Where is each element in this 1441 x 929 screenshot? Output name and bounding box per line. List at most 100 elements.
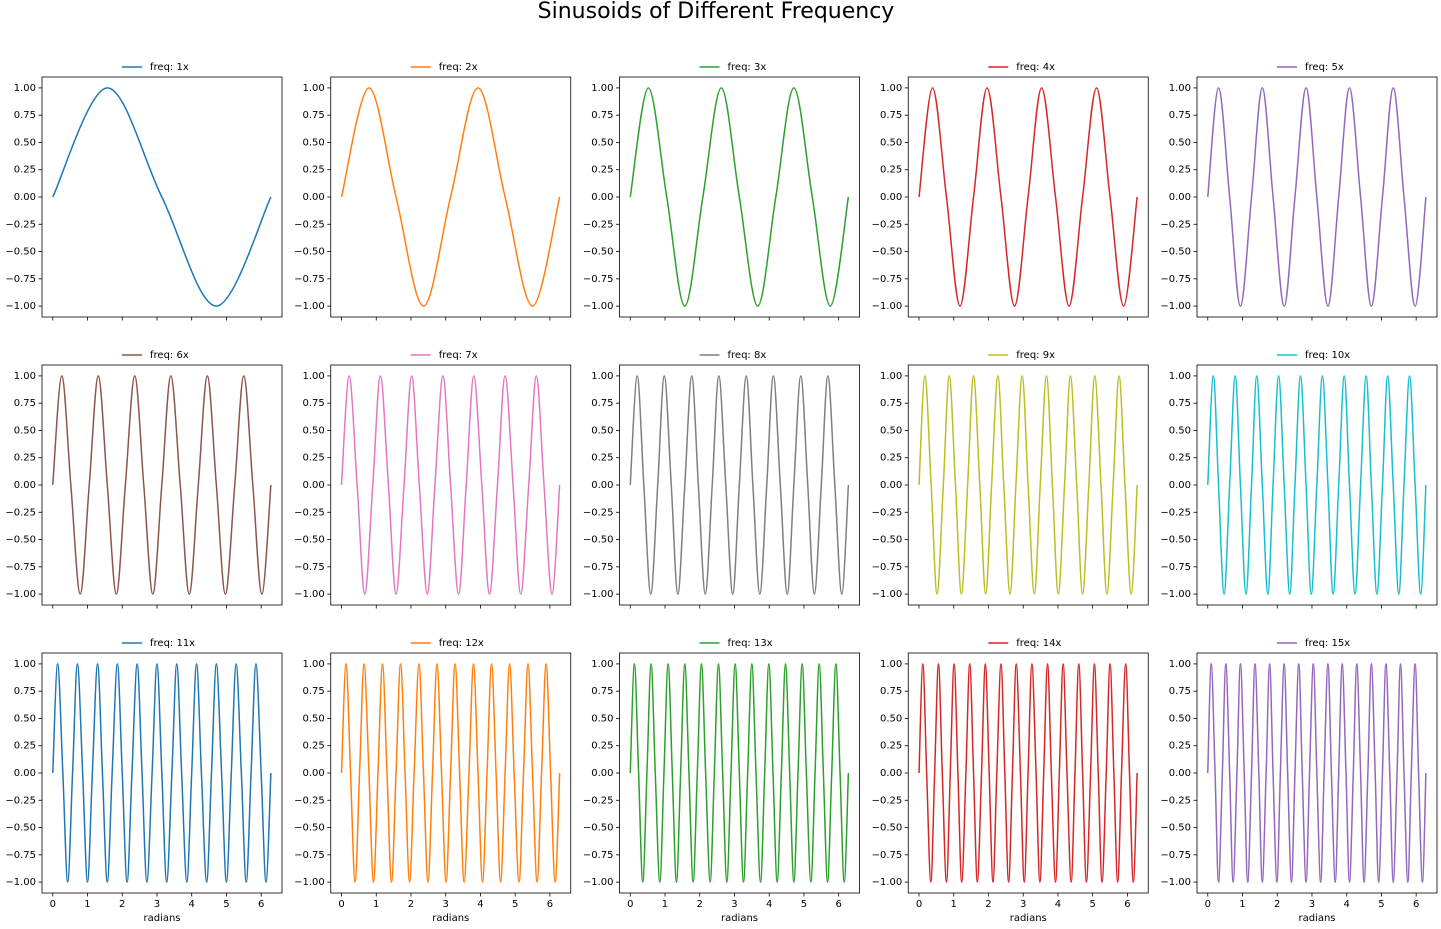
y-tick-label: −0.25 <box>5 507 36 518</box>
y-tick-label: −0.50 <box>872 535 903 546</box>
y-tick-label: −1.00 <box>294 589 325 600</box>
figure-title: Sinusoids of Different Frequency <box>538 0 895 24</box>
y-tick-label: −0.50 <box>5 823 36 834</box>
y-tick-label: 0.75 <box>14 686 36 697</box>
y-tick-label: 0.75 <box>14 398 36 409</box>
x-axis-label: radians <box>721 913 758 924</box>
legend-label: freq: 4x <box>1016 62 1055 73</box>
x-tick-label: 2 <box>1274 899 1280 910</box>
legend-label: freq: 3x <box>728 62 767 73</box>
line <box>918 663 1138 883</box>
y-tick-label: 0.00 <box>14 480 36 491</box>
y-tick-label: −0.50 <box>583 247 614 258</box>
y-tick-label: −1.00 <box>583 589 614 600</box>
y-tick-label: −0.75 <box>294 274 325 285</box>
x-tick-label: 1 <box>951 899 957 910</box>
x-tick-label: 2 <box>985 899 991 910</box>
y-tick-label: −0.75 <box>5 850 36 861</box>
y-tick-label: 0.25 <box>302 453 324 464</box>
x-tick-label: 6 <box>1124 899 1130 910</box>
y-tick-label: −0.50 <box>294 823 325 834</box>
y-tick-label: 0.00 <box>1169 768 1191 779</box>
legend-label: freq: 14x <box>1016 638 1061 649</box>
y-tick-label: −0.75 <box>583 562 614 573</box>
x-tick-label: 6 <box>258 899 264 910</box>
y-tick-label: 0.25 <box>1169 165 1191 176</box>
x-axis-label: radians <box>143 913 180 924</box>
y-tick-label: 1.00 <box>1169 83 1191 94</box>
legend-label: freq: 7x <box>439 350 478 361</box>
y-tick-label: −0.50 <box>5 247 36 258</box>
y-tick-label: 1.00 <box>880 659 902 670</box>
y-tick-label: −0.25 <box>583 507 614 518</box>
x-tick-label: 1 <box>1239 899 1245 910</box>
y-tick-label: 0.25 <box>591 165 613 176</box>
y-tick-label: 0.00 <box>1169 480 1191 491</box>
y-tick-label: 0.75 <box>1169 686 1191 697</box>
y-tick-label: −0.25 <box>1160 795 1191 806</box>
y-tick-label: 0.75 <box>591 686 613 697</box>
y-tick-label: −1.00 <box>872 877 903 888</box>
legend-label: freq: 10x <box>1305 350 1350 361</box>
y-tick-label: 0.50 <box>880 425 902 436</box>
y-tick-label: 0.50 <box>880 713 902 724</box>
x-tick-label: 5 <box>1378 899 1384 910</box>
x-tick-label: 4 <box>189 899 195 910</box>
x-tick-label: 4 <box>1344 899 1350 910</box>
line <box>629 87 850 307</box>
x-tick-label: 4 <box>1055 899 1061 910</box>
y-tick-label: 0.00 <box>591 480 613 491</box>
y-tick-label: 0.50 <box>302 713 324 724</box>
x-tick-label: 0 <box>50 899 56 910</box>
y-tick-label: −1.00 <box>5 301 36 312</box>
x-tick-label: 5 <box>512 899 518 910</box>
y-tick-label: 0.25 <box>1169 741 1191 752</box>
y-tick-label: −0.75 <box>872 562 903 573</box>
y-tick-label: 0.75 <box>880 686 902 697</box>
y-tick-label: 0.00 <box>1169 192 1191 203</box>
x-tick-label: 4 <box>766 899 772 910</box>
y-tick-label: −1.00 <box>5 877 36 888</box>
y-tick-label: 0.25 <box>880 741 902 752</box>
legend-label: freq: 11x <box>150 638 195 649</box>
y-tick-label: 0.25 <box>14 741 36 752</box>
line <box>340 87 561 307</box>
legend-label: freq: 1x <box>150 62 189 73</box>
y-tick-label: 1.00 <box>880 371 902 382</box>
y-tick-label: 1.00 <box>880 83 902 94</box>
y-tick-label: −0.25 <box>1160 507 1191 518</box>
y-tick-label: 0.50 <box>591 425 613 436</box>
x-tick-label: 3 <box>1309 899 1315 910</box>
y-tick-label: 0.00 <box>591 192 613 203</box>
y-tick-label: 1.00 <box>1169 371 1191 382</box>
y-tick-label: −0.25 <box>5 219 36 230</box>
y-tick-label: −0.50 <box>872 247 903 258</box>
y-tick-label: 1.00 <box>14 371 36 382</box>
line <box>629 375 850 595</box>
y-tick-label: 1.00 <box>14 83 36 94</box>
x-tick-label: 1 <box>662 899 668 910</box>
x-tick-label: 1 <box>84 899 90 910</box>
y-tick-label: 0.50 <box>1169 713 1191 724</box>
y-tick-label: −0.25 <box>294 795 325 806</box>
y-tick-label: −1.00 <box>1160 589 1191 600</box>
legend-label: freq: 13x <box>728 638 773 649</box>
line <box>1207 375 1427 595</box>
y-tick-label: 0.25 <box>591 741 613 752</box>
y-tick-label: 1.00 <box>302 659 324 670</box>
y-tick-label: 0.00 <box>591 768 613 779</box>
y-tick-label: 0.00 <box>302 480 324 491</box>
y-tick-label: 1.00 <box>591 83 613 94</box>
line <box>52 87 272 307</box>
y-tick-label: −0.25 <box>5 795 36 806</box>
line <box>918 375 1138 595</box>
y-tick-label: −0.25 <box>872 795 903 806</box>
legend-label: freq: 12x <box>439 638 484 649</box>
line <box>1207 87 1427 307</box>
y-tick-label: −0.25 <box>872 507 903 518</box>
y-tick-label: 1.00 <box>1169 659 1191 670</box>
y-tick-label: 1.00 <box>302 371 324 382</box>
line <box>1207 663 1427 883</box>
y-tick-label: 0.00 <box>14 192 36 203</box>
y-tick-label: −1.00 <box>872 589 903 600</box>
